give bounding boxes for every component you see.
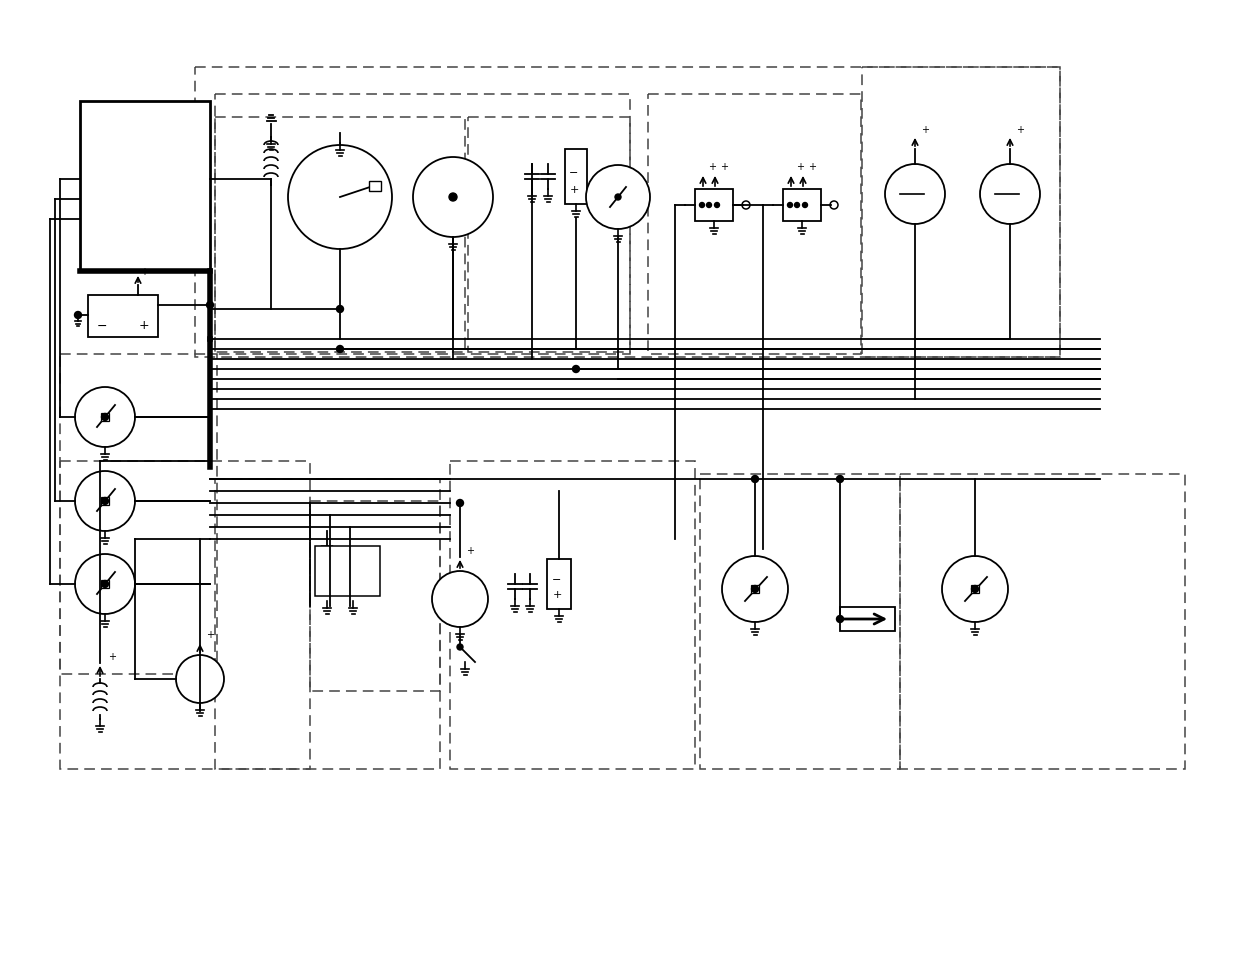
Polygon shape (564, 150, 587, 205)
Circle shape (942, 557, 1008, 622)
Text: +: + (569, 185, 579, 194)
Text: +: + (921, 125, 929, 135)
Text: +: + (140, 267, 148, 276)
Circle shape (836, 476, 844, 483)
Polygon shape (101, 580, 109, 588)
Polygon shape (751, 585, 760, 594)
Polygon shape (971, 585, 979, 594)
Circle shape (412, 158, 493, 237)
Circle shape (450, 193, 457, 202)
Circle shape (75, 555, 135, 615)
Polygon shape (315, 546, 380, 597)
Circle shape (706, 203, 711, 209)
Circle shape (206, 302, 214, 309)
Text: +: + (1016, 125, 1024, 135)
Polygon shape (321, 546, 333, 558)
Polygon shape (783, 190, 821, 222)
Circle shape (715, 203, 720, 209)
Circle shape (101, 581, 109, 588)
Polygon shape (88, 295, 158, 337)
Text: +: + (552, 589, 562, 599)
Circle shape (794, 203, 799, 209)
Circle shape (752, 476, 758, 483)
Text: +: + (708, 162, 716, 172)
Circle shape (836, 616, 844, 623)
Circle shape (177, 656, 224, 703)
Circle shape (457, 644, 463, 650)
Polygon shape (840, 607, 895, 631)
Polygon shape (547, 559, 571, 609)
Polygon shape (80, 102, 210, 272)
Circle shape (336, 346, 343, 354)
Polygon shape (695, 190, 734, 222)
Text: +: + (808, 162, 816, 172)
Circle shape (585, 166, 650, 230)
Circle shape (74, 313, 82, 319)
Text: +: + (138, 319, 149, 333)
Circle shape (722, 557, 788, 622)
Text: +: + (206, 629, 214, 639)
Circle shape (788, 203, 793, 209)
Text: +: + (466, 545, 474, 556)
Circle shape (432, 572, 488, 627)
Polygon shape (101, 414, 109, 421)
Circle shape (972, 586, 978, 593)
Text: −: − (552, 575, 562, 584)
Circle shape (615, 194, 621, 201)
Circle shape (75, 472, 135, 532)
Text: −: − (569, 168, 579, 178)
Circle shape (803, 203, 808, 209)
Text: +: + (797, 162, 804, 172)
Circle shape (101, 498, 109, 505)
Circle shape (336, 306, 343, 314)
Circle shape (288, 146, 391, 250)
Polygon shape (101, 497, 109, 505)
Circle shape (981, 165, 1040, 225)
Circle shape (752, 586, 758, 593)
Circle shape (75, 388, 135, 448)
Text: +: + (107, 651, 116, 661)
Circle shape (101, 414, 109, 421)
Text: +: + (720, 162, 727, 172)
Circle shape (885, 165, 945, 225)
Circle shape (457, 500, 463, 507)
Circle shape (573, 366, 579, 374)
Circle shape (699, 203, 704, 209)
Text: −: − (96, 319, 107, 333)
Polygon shape (368, 182, 380, 193)
